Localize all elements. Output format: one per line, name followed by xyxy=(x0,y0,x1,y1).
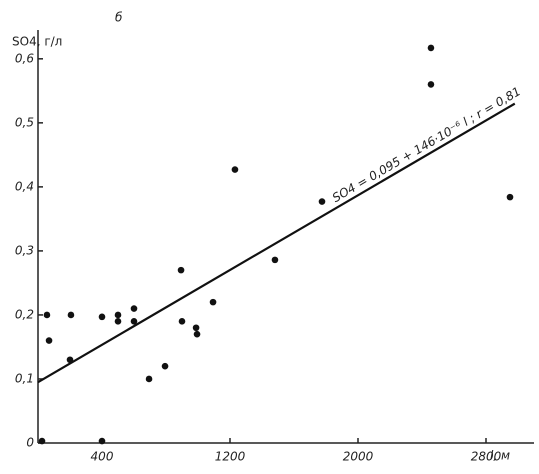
point xyxy=(67,311,75,319)
point xyxy=(38,437,46,445)
y-tick-label: 0,2 xyxy=(15,307,34,321)
point xyxy=(98,313,106,321)
point xyxy=(427,44,435,52)
point xyxy=(177,266,185,274)
y-tick-label: 0,6 xyxy=(15,51,34,65)
x-axis-label: l, м xyxy=(490,449,510,463)
equation: SO4 = 0,095 + 146·10⁻⁶ l ; r = 0,81 xyxy=(330,84,523,205)
point xyxy=(231,166,239,173)
y-tick-label: 0 xyxy=(26,436,34,450)
point xyxy=(427,81,435,88)
point xyxy=(271,256,279,264)
point xyxy=(161,362,169,370)
y-tick-label: 0,5 xyxy=(15,115,34,129)
point xyxy=(193,330,201,338)
point xyxy=(192,324,200,332)
point xyxy=(130,305,138,312)
x-tick-label: 2800 xyxy=(471,450,502,464)
point xyxy=(114,318,122,325)
point xyxy=(43,311,51,319)
regression-line xyxy=(37,102,516,384)
y-tick-label: 0,3 xyxy=(15,243,34,257)
x-tick-label: 1200 xyxy=(215,450,246,464)
panel-label: б xyxy=(115,11,123,25)
point xyxy=(98,437,106,445)
x-tick-label: 400 xyxy=(91,450,114,464)
point xyxy=(209,298,217,306)
y-tick-label: 0,1 xyxy=(15,371,34,385)
point xyxy=(506,193,514,201)
point xyxy=(178,318,186,325)
point xyxy=(145,375,153,383)
x-tick-label: 2000 xyxy=(343,450,374,464)
point xyxy=(114,311,122,319)
y-tick-label: 0,4 xyxy=(15,179,34,193)
point xyxy=(318,198,326,205)
y-axis-label: SO4, г/л xyxy=(12,35,62,49)
point xyxy=(130,318,138,325)
point xyxy=(45,337,53,344)
